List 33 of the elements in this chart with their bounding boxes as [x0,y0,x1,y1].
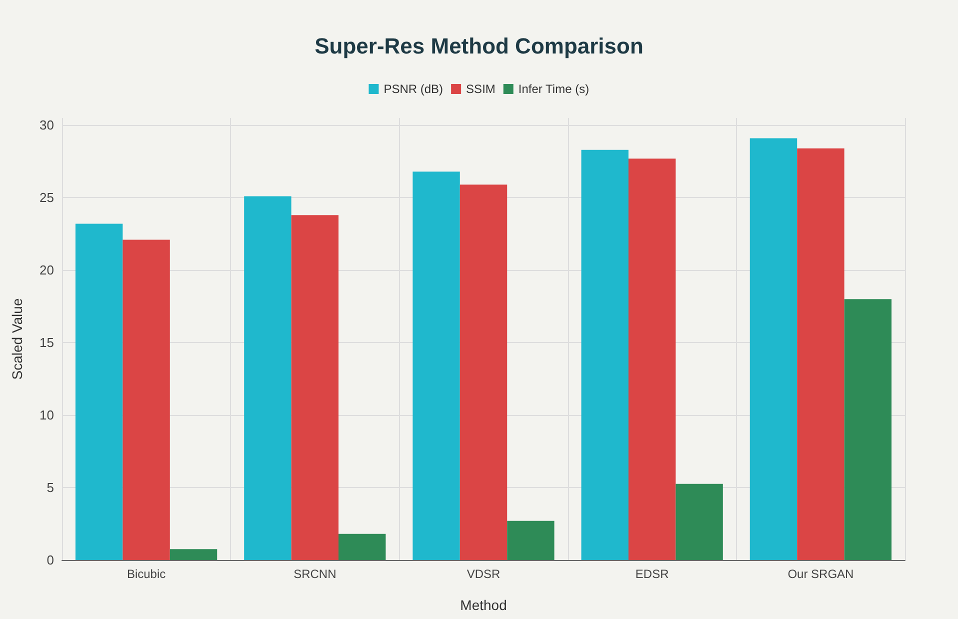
x-tick-label: Bicubic [126,567,166,581]
x-axis-title: Method [460,597,507,613]
x-tick-label: EDSR [635,567,670,581]
bar [507,520,554,560]
y-axis-title: Scaled Value [9,298,25,380]
legend-label: PSNR (dB) [384,82,444,96]
y-tick-label: 0 [46,552,54,568]
x-tick-label: Our SRGAN [788,567,854,581]
y-tick-label: 15 [40,335,54,350]
bar [628,158,676,560]
y-tick-label: 10 [40,408,54,423]
bar [338,534,386,560]
legend-label: SSIM [466,82,496,96]
y-tick-label: 30 [40,118,54,133]
bar [797,148,844,560]
bar [244,196,292,560]
legend-label: Infer Time (s) [518,82,590,96]
y-tick-label: 5 [46,480,54,496]
bar [122,240,170,560]
chart-title: Super-Res Method Comparison [314,34,644,58]
bar [170,549,218,560]
x-tick-label: SRCNN [294,567,336,581]
bar [291,215,339,560]
y-tick-label: 25 [40,190,54,206]
bar [581,150,628,560]
bar [844,299,892,560]
bar [750,138,798,560]
x-tick-label: VDSR [466,567,500,581]
bar [412,172,460,560]
bar [676,484,723,560]
y-tick-label: 20 [40,262,54,278]
bar [75,224,123,560]
bar [460,184,508,560]
